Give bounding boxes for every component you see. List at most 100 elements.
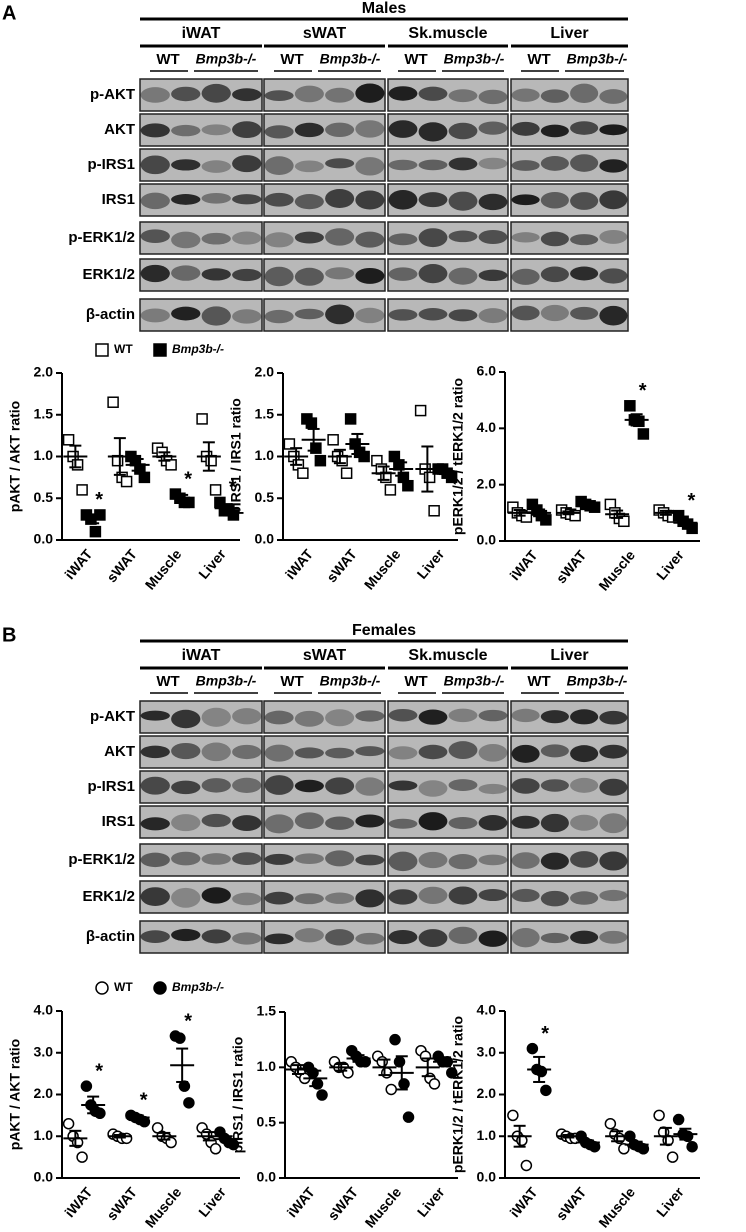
blot-band [294, 160, 324, 173]
y-tick-label: 1.0 [477, 1127, 497, 1143]
blot-band [140, 887, 170, 906]
y-tick-label: 4.0 [477, 1002, 497, 1018]
blot-band [232, 155, 262, 173]
y-axis-label: pERK1/2 / tERK1/2 ratio [450, 1016, 466, 1173]
legend-marker [95, 981, 109, 995]
blot-band [294, 267, 324, 286]
y-tick-label: 4.0 [477, 419, 497, 435]
blot-band [325, 850, 355, 867]
blot-band [511, 888, 540, 903]
blot-band [388, 86, 418, 101]
significance-star: * [687, 490, 695, 512]
blot-box [387, 298, 509, 332]
blot-band [325, 892, 355, 904]
genotype-label: WT [156, 51, 179, 68]
blot-band [171, 887, 201, 908]
blot-band [418, 929, 448, 948]
data-point [174, 1032, 186, 1044]
y-tick-label: 1.0 [34, 1127, 54, 1143]
blot-band [201, 707, 231, 727]
y-tick-label: 1.0 [257, 1058, 277, 1074]
data-point [588, 501, 601, 513]
significance-star: * [184, 468, 192, 490]
y-tick-label: 0.5 [257, 1113, 277, 1129]
data-point [385, 1083, 397, 1096]
x-tick-label: Liver [195, 546, 229, 582]
blot-band [201, 887, 231, 904]
genotype-label: WT [156, 673, 179, 690]
panel-title: Females [352, 622, 416, 639]
panel-label: B [2, 624, 16, 646]
blot-band [570, 154, 599, 172]
significance-star: * [184, 1010, 192, 1032]
blot-box [139, 183, 263, 217]
blot-band [325, 188, 355, 208]
blot-band [355, 854, 385, 866]
data-point [376, 1056, 388, 1068]
blot-band [418, 780, 448, 797]
blot-band [232, 194, 262, 205]
data-point [71, 459, 84, 471]
blot-band [264, 309, 294, 324]
blot-box [387, 735, 509, 769]
blot-box [387, 78, 509, 112]
blot-band [418, 851, 448, 869]
blot-band [201, 778, 231, 793]
blot-band [418, 86, 448, 101]
data-point [428, 505, 440, 517]
data-point [540, 1084, 552, 1097]
x-tick-label: Liver [653, 547, 687, 583]
blot-band [540, 710, 569, 724]
blot-band [201, 192, 231, 204]
row-label: IRS1 [102, 191, 135, 208]
blot-box [139, 298, 263, 332]
blot-band [140, 308, 170, 323]
data-point [526, 1042, 539, 1055]
y-tick-label: 0.0 [477, 532, 497, 548]
data-point [393, 1056, 406, 1068]
y-tick-label: 1.5 [257, 1003, 277, 1019]
genotype-label: Bmp3b-/- [320, 673, 381, 689]
blot-band [540, 156, 569, 171]
blot-band [325, 816, 355, 830]
blot-band [232, 777, 262, 793]
x-tick-label: Muscle [142, 546, 185, 593]
blot-band [511, 194, 540, 206]
data-point [507, 1109, 519, 1122]
blot-band [232, 708, 262, 725]
blot-band [294, 85, 324, 103]
legend-marker [153, 981, 167, 995]
blot-band [511, 232, 540, 243]
row-label: ERK1/2 [82, 888, 135, 905]
blot-band [570, 891, 599, 905]
genotype-label: WT [527, 51, 550, 68]
blot-band [599, 889, 628, 902]
tissue-label: Liver [550, 25, 588, 42]
blot-band [570, 745, 599, 763]
data-point [76, 484, 88, 496]
tissue-label: Sk.muscle [408, 25, 487, 42]
blot-band [355, 83, 385, 103]
blot-band [294, 928, 324, 943]
blot-band [264, 156, 294, 175]
genotype-label: Bmp3b-/- [444, 51, 505, 67]
blot-band [418, 159, 448, 171]
blot-band [294, 779, 324, 793]
data-point [120, 475, 133, 488]
blot-band [570, 777, 599, 793]
data-point [183, 1097, 195, 1109]
blot-band [140, 776, 170, 795]
blot-band [294, 812, 324, 830]
blot-band [448, 309, 478, 322]
data-point [398, 1078, 410, 1090]
blot-band [140, 192, 170, 210]
x-tick-label: sWAT [553, 547, 590, 587]
y-tick-label: 0.0 [34, 531, 54, 547]
y-tick-label: 0.5 [255, 489, 275, 505]
blot-band [478, 930, 508, 947]
blot-band [448, 926, 478, 945]
blot-band [264, 814, 294, 834]
tissue-label: iWAT [182, 647, 221, 664]
blot-band [418, 122, 448, 142]
blot-band [418, 192, 448, 208]
